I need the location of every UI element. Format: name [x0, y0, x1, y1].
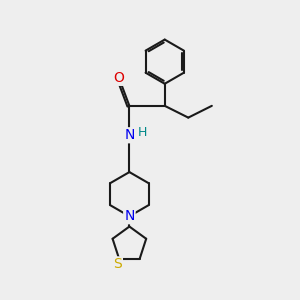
Text: S: S [113, 257, 122, 272]
Text: N: N [124, 209, 135, 223]
Text: N: N [124, 128, 135, 142]
Text: O: O [114, 71, 124, 85]
Text: H: H [138, 126, 147, 139]
